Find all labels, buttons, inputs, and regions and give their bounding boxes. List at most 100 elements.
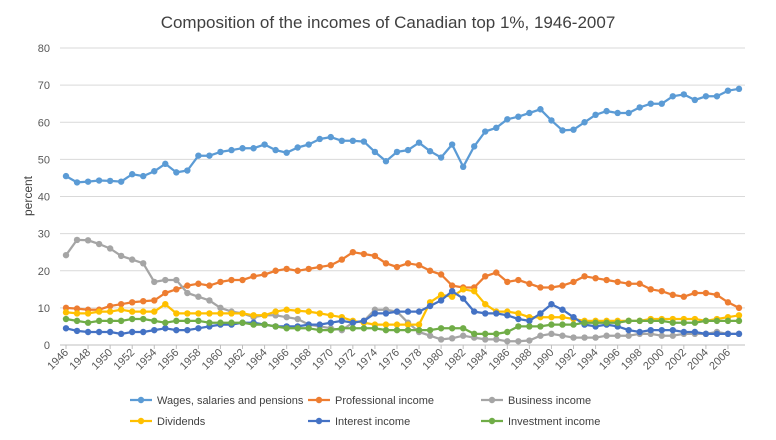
y-tick-label: 70 <box>38 80 50 92</box>
data-point <box>228 319 235 326</box>
legend-swatch-marker <box>315 417 323 425</box>
data-point <box>117 317 125 325</box>
data-point <box>471 330 478 338</box>
data-point <box>250 321 257 328</box>
data-point <box>625 326 632 334</box>
data-point <box>647 100 654 107</box>
data-point <box>62 172 70 180</box>
y-tick-label: 80 <box>38 43 50 55</box>
data-point <box>338 137 346 145</box>
x-tick-label: 1966 <box>266 347 292 373</box>
data-point <box>404 326 412 334</box>
x-tick-label: 1968 <box>288 347 314 373</box>
data-point <box>393 263 401 271</box>
data-point <box>493 124 500 132</box>
y-tick-label: 40 <box>38 192 50 204</box>
data-point <box>459 295 467 302</box>
data-point <box>62 309 70 316</box>
data-point <box>316 326 323 334</box>
data-point <box>570 321 577 328</box>
data-point <box>702 93 710 100</box>
x-tick-label: 1990 <box>531 347 557 373</box>
data-point <box>548 284 555 291</box>
data-point <box>327 133 334 141</box>
x-tick-label: 1980 <box>420 347 446 373</box>
data-point <box>647 326 654 334</box>
data-point <box>195 317 202 325</box>
data-point <box>338 256 346 263</box>
data-point <box>360 325 368 332</box>
data-point <box>73 305 81 312</box>
data-point <box>515 276 522 284</box>
data-point <box>140 328 147 336</box>
data-point <box>162 160 169 168</box>
data-point <box>272 308 279 315</box>
x-tick-label: 1994 <box>575 347 601 373</box>
data-point <box>349 325 357 332</box>
data-point <box>360 317 368 325</box>
data-point <box>581 273 588 280</box>
data-point <box>548 300 555 308</box>
data-point <box>382 260 390 267</box>
legend-swatch-marker <box>488 417 496 425</box>
y-tick-label: 0 <box>44 340 50 352</box>
data-point <box>614 319 621 326</box>
series-investment-income <box>62 315 743 338</box>
data-point <box>482 273 489 280</box>
data-point <box>504 338 511 345</box>
series-line <box>64 87 741 184</box>
data-point <box>338 325 346 332</box>
data-point <box>206 319 213 326</box>
x-tick-label: 2000 <box>641 347 667 373</box>
data-point <box>184 317 191 325</box>
data-point <box>537 284 544 291</box>
legend-item: Professional income <box>308 395 434 407</box>
data-point <box>261 312 268 319</box>
data-point <box>316 321 323 328</box>
data-point <box>702 289 710 297</box>
data-point <box>702 317 710 325</box>
data-point <box>272 323 279 330</box>
data-point <box>426 302 434 310</box>
data-point <box>283 149 290 156</box>
data-point <box>437 336 445 343</box>
data-point <box>162 300 169 308</box>
data-point <box>658 332 665 339</box>
data-point <box>636 104 643 111</box>
data-point <box>73 179 81 186</box>
data-point <box>151 278 158 286</box>
data-point <box>526 337 533 344</box>
data-point <box>184 326 191 334</box>
legend: Wages, salaries and pensions Professional… <box>130 395 600 428</box>
data-point <box>437 325 445 332</box>
data-point <box>73 327 81 335</box>
data-point <box>316 310 323 317</box>
data-point <box>713 93 721 100</box>
data-point <box>106 308 114 315</box>
series-wages-salaries-and-pensions <box>62 85 743 186</box>
data-point <box>548 321 555 328</box>
data-point <box>228 310 235 317</box>
data-point <box>128 308 136 315</box>
data-point <box>250 273 257 280</box>
legend-label: Dividends <box>157 416 206 428</box>
data-point <box>735 330 743 338</box>
data-point <box>493 310 500 317</box>
data-point <box>316 135 323 143</box>
data-point <box>371 148 379 156</box>
data-point <box>592 111 599 119</box>
data-point <box>393 148 401 156</box>
data-point <box>360 250 368 258</box>
data-point <box>195 293 202 300</box>
data-point <box>669 326 677 334</box>
y-tick-label: 30 <box>38 229 50 241</box>
x-tick-label: 1976 <box>376 347 402 373</box>
x-tick-label: 1970 <box>310 347 336 373</box>
data-point <box>559 127 566 134</box>
data-point <box>658 100 665 107</box>
data-point <box>106 177 114 185</box>
data-point <box>217 319 224 326</box>
data-point <box>548 330 555 338</box>
data-point <box>437 154 445 161</box>
